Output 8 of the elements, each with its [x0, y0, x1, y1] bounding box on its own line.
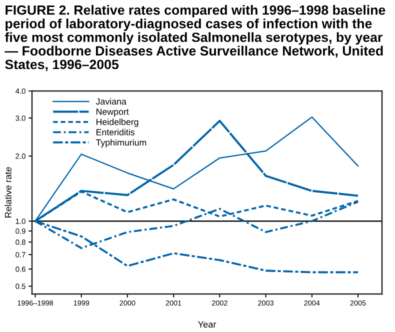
y-axis-title: Relative rate [4, 167, 12, 218]
legend-label: Heidelberg [96, 118, 138, 127]
x-axis-title: Year [198, 321, 216, 328]
legend-label: Newport [96, 108, 129, 117]
chart-title: FIGURE 2. Relative rates compared with 1996–1998 baseline period of laboratory-diagnosed cases of infection with the five most commonly isolated Salmonella serotypes, by year — Foodborne Diseases Active Surveillance Network, United States, 1996–2005 [4, 4, 386, 72]
legend-label: Typhimurium [96, 139, 146, 148]
legend-label: Javiana [96, 98, 126, 105]
legend-label: Enteriditis [96, 128, 134, 136]
